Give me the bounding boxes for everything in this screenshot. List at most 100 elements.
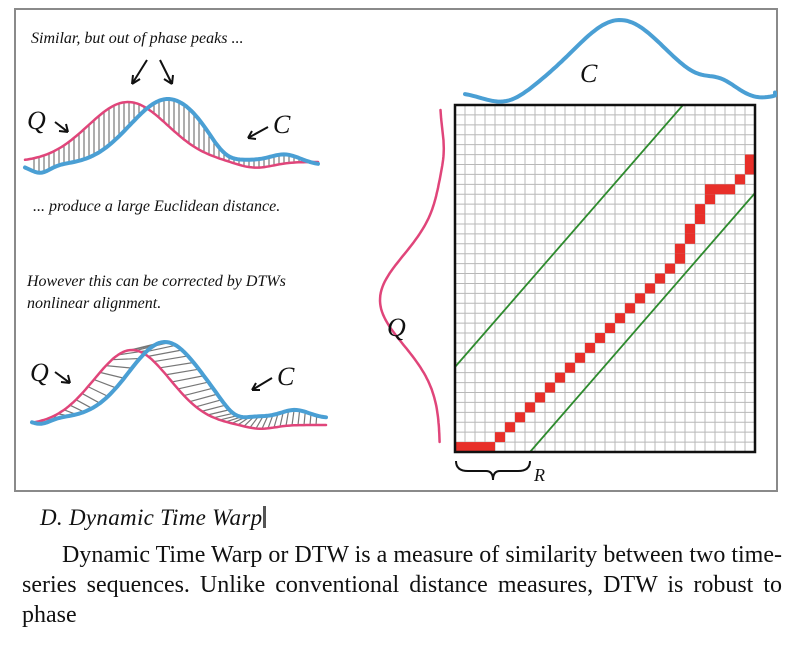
hatch-line (261, 415, 269, 429)
warp-path-cell (675, 253, 685, 264)
hatch-line (105, 365, 133, 369)
series-q-curve-top (23, 100, 320, 169)
euclidean-hatch-lines (33, 99, 315, 173)
correction-line-1: However this can be corrected by DTWs (27, 273, 286, 290)
warp-path-cell (655, 273, 665, 284)
hatch-line (147, 349, 183, 357)
series-c-curve-bottom (30, 340, 328, 426)
warp-path-cell (715, 184, 725, 195)
arrow-down-left-icon (131, 59, 148, 85)
warp-path-cell (745, 164, 755, 175)
hatch-line (195, 399, 222, 408)
hatch-line (273, 413, 279, 428)
warp-path-cell (505, 422, 515, 433)
hatch-line (171, 375, 204, 383)
warp-path-cell (525, 402, 535, 413)
label-q-top: Q (27, 106, 46, 135)
warp-path-cell (565, 362, 575, 373)
hatch-line (213, 412, 234, 419)
warp-path-cell (635, 293, 645, 304)
hatch-line (303, 411, 306, 426)
warp-path-cell (735, 174, 745, 185)
warp-path-cell (695, 204, 705, 215)
warp-path-cell (465, 442, 475, 452)
hatch-line (87, 386, 109, 397)
warp-path-cell (745, 154, 755, 165)
warp-path-cell (595, 333, 605, 343)
label-c-top: C (273, 110, 291, 139)
hatch-line (183, 387, 214, 397)
hatch-line (93, 378, 117, 389)
warp-path-cell (645, 283, 655, 294)
band-upper-line (454, 104, 684, 368)
warp-path-cell (515, 412, 525, 423)
warp-path-cell (685, 233, 695, 244)
correction-line-2: nonlinear alignment. (27, 295, 162, 312)
warp-path-cell (695, 214, 705, 224)
label-c-matrix: C (580, 59, 598, 88)
warp-path-cell (585, 342, 595, 353)
warp-path-cell (495, 432, 505, 443)
hatch-line (153, 355, 189, 363)
hatch-line (117, 349, 148, 356)
warping-path-cells (455, 154, 755, 452)
hatch-line (279, 411, 284, 427)
arrow-q-top-icon (54, 121, 69, 133)
series-c-side-curve (463, 18, 777, 104)
warp-path-cell (615, 313, 625, 324)
figure-frame (14, 8, 778, 492)
band-lower-line (529, 192, 756, 453)
arrow-down-right-icon (159, 59, 174, 85)
warp-path-cell (475, 442, 485, 452)
hatch-line (81, 392, 101, 404)
warp-path-cell (605, 323, 615, 334)
hatch-line (189, 393, 218, 403)
arrow-icons (54, 59, 273, 391)
warp-path-cell (535, 392, 545, 403)
mid-caption: ... produce a large Euclidean distance. (33, 198, 281, 215)
series-c-curve-top (23, 97, 320, 175)
hatch-line (165, 368, 199, 376)
hatch-line (291, 409, 295, 426)
series-q-side-curve (378, 108, 446, 444)
cost-matrix-grid (455, 105, 755, 452)
section-heading-text: D. Dynamic Time Warp (40, 505, 263, 530)
warp-path-cell (485, 442, 495, 452)
arrow-c-bottom-icon (251, 377, 273, 391)
matrix-border (453, 103, 757, 454)
series-q-curve-bottom (30, 348, 328, 430)
top-caption: Similar, but out of phase peaks ... (31, 30, 244, 47)
text-cursor (263, 506, 267, 528)
hatch-line (75, 399, 93, 409)
warp-path-cell (575, 352, 585, 363)
r-bracket-icon (455, 460, 531, 481)
label-r: R (534, 465, 545, 485)
label-q-bottom: Q (30, 358, 49, 387)
hatch-line (207, 409, 230, 416)
warp-path-cell (665, 263, 675, 274)
sakoe-chiba-band-lines (454, 104, 756, 453)
arrow-c-top-icon (247, 126, 269, 140)
arrow-q-bottom-icon (54, 371, 71, 384)
hatch-line (111, 357, 140, 361)
label-c-bottom: C (277, 362, 295, 391)
section-heading: D. Dynamic Time Warp (40, 505, 267, 531)
hatch-line (285, 410, 290, 426)
hatch-line (177, 381, 209, 390)
hatch-line (159, 361, 194, 369)
label-q-matrix: Q (387, 313, 406, 342)
hatch-line (99, 371, 125, 379)
warp-path-cell (705, 194, 715, 205)
warp-path-cell (675, 243, 685, 254)
hatch-line (255, 415, 264, 429)
warp-path-cell (455, 442, 465, 452)
warp-path-cell (685, 223, 695, 234)
warp-path-cell (705, 184, 715, 195)
warp-path-cell (625, 303, 635, 314)
warp-path-cell (555, 372, 565, 383)
hatch-line (297, 410, 301, 426)
warp-path-cell (545, 382, 555, 393)
hatch-line (201, 404, 226, 412)
warp-path-cell (725, 184, 735, 195)
